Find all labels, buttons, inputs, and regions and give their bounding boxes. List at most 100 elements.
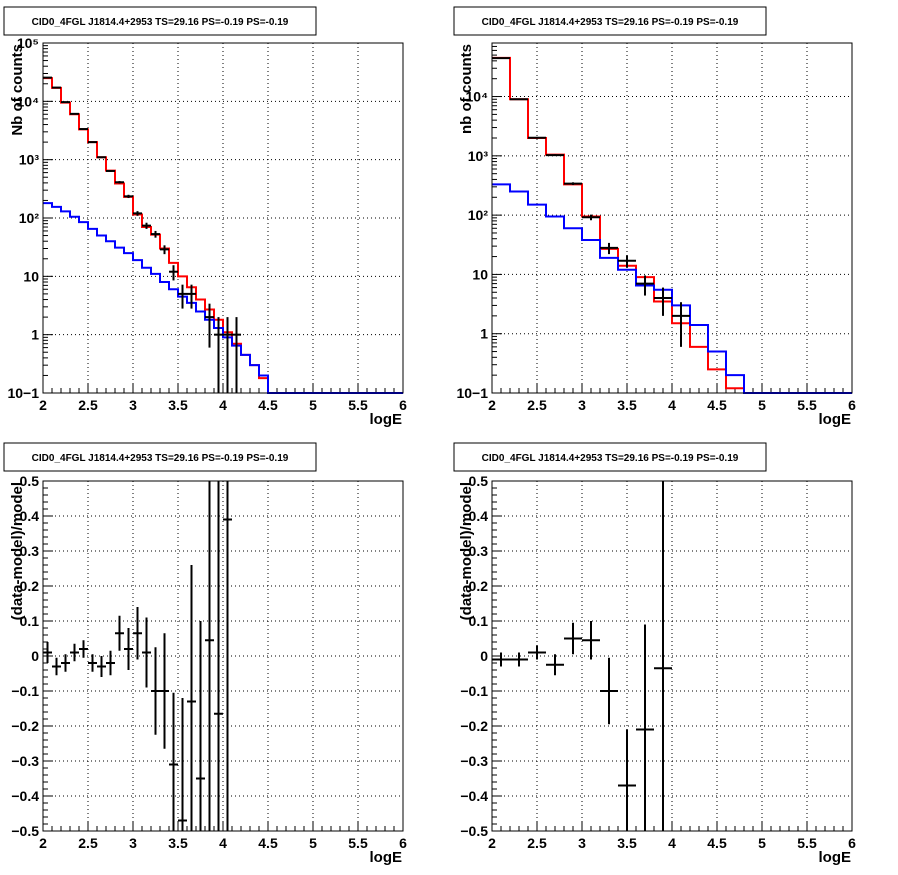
data-point — [88, 654, 97, 672]
x-axis-title: logE — [370, 849, 403, 866]
plot-area: 2 2.5 3 3.5 4 4.5 5 5.5 6 10−1 1 10 10² 10³ 10⁴ — [456, 42, 856, 413]
data-point — [70, 643, 79, 662]
data-point — [187, 284, 196, 309]
y-tick-label: 10−1 — [456, 385, 488, 401]
x-tick-label: 3 — [129, 397, 137, 413]
data-point — [151, 647, 160, 735]
plot-frame — [491, 480, 853, 832]
plot-title: CID0_4FGL J1814.4+2953 TS=29.16 PS=-0.19… — [482, 453, 739, 464]
data-point — [636, 275, 654, 296]
data-point — [79, 640, 88, 658]
x-tick-label: 5.5 — [797, 397, 817, 413]
data-point — [178, 698, 187, 831]
y-tick-label: 10³ — [468, 148, 489, 164]
data-point — [223, 317, 232, 393]
data-point — [214, 481, 223, 831]
data-point — [214, 317, 223, 393]
y-tick-label: 10 — [472, 266, 488, 282]
y-tick-label: 10⁵ — [17, 35, 39, 51]
title-box — [453, 6, 767, 36]
data-point — [232, 317, 241, 393]
x-tick-label: 6 — [848, 835, 856, 851]
y-tick-label: 0.1 — [469, 613, 489, 629]
x-axis-title: logE — [370, 411, 403, 428]
title-box — [3, 442, 317, 472]
data-point — [618, 255, 636, 268]
plot-frame — [42, 42, 404, 394]
y-tick-label: 0.4 — [20, 508, 40, 524]
x-tick-label: 4.5 — [258, 397, 278, 413]
plot-title: CID0_4FGL J1814.4+2953 TS=29.16 PS=-0.19… — [482, 17, 739, 28]
data-point — [187, 565, 196, 831]
y-tick-label: 1 — [31, 327, 39, 343]
data-point — [654, 481, 672, 831]
x-tick-label: 3.5 — [168, 397, 188, 413]
data-point — [88, 141, 97, 144]
y-axis-title: nb of counts — [458, 44, 475, 134]
data-point — [546, 154, 564, 157]
data-point — [546, 654, 564, 676]
y-tick-label: 10⁴ — [466, 89, 489, 105]
data-point — [160, 633, 169, 749]
data-point — [124, 628, 133, 670]
data-point — [510, 652, 528, 667]
y-tick-label: 0.4 — [469, 508, 489, 524]
plot-frame-bg — [492, 43, 852, 393]
y-tick-label: 0.5 — [469, 473, 489, 489]
data-point — [636, 624, 654, 831]
x-tick-label: 2.5 — [78, 835, 98, 851]
y-tick-label: 0 — [480, 648, 488, 664]
plot-area: 2 2.5 3 3.5 4 4.5 5 5.5 6 10−1 1 10 10² 10³ 10⁴ 10⁵ — [7, 35, 407, 413]
data-point — [61, 654, 70, 672]
x-tick-label: 2.5 — [78, 397, 98, 413]
data-point — [106, 650, 115, 676]
data-point — [582, 621, 600, 660]
data-point — [79, 128, 88, 131]
plot-title: CID0_4FGL J1814.4+2953 TS=29.16 PS=-0.19… — [32, 17, 289, 28]
data-point — [223, 481, 232, 831]
y-tick-label: 10³ — [19, 152, 40, 168]
y-tick-label: −0.4 — [460, 788, 488, 804]
data-point — [169, 692, 178, 831]
y-tick-label: −0.5 — [460, 823, 488, 839]
data-point — [178, 284, 187, 309]
data-point — [564, 182, 582, 186]
data-point — [97, 656, 106, 677]
y-tick-label: 10² — [19, 210, 40, 226]
x-tick-label: 3 — [578, 397, 586, 413]
data-point — [142, 617, 151, 688]
y-tick-label: −0.3 — [11, 753, 39, 769]
data-point — [618, 729, 636, 831]
pad-residuals-right: CID0_4FGL J1814.4+2953 TS=29.16 PS=-0.19… — [453, 442, 856, 866]
y-tick-label: −0.1 — [460, 683, 488, 699]
x-tick-label: 4 — [219, 835, 227, 851]
pad-counts-right: CID0_4FGL J1814.4+2953 TS=29.16 PS=-0.19… — [453, 6, 856, 428]
data-point — [205, 481, 214, 831]
data-point — [133, 211, 142, 216]
x-tick-label: 2 — [488, 835, 496, 851]
x-tick-label: 4 — [668, 397, 676, 413]
data-point — [160, 245, 169, 255]
x-tick-label: 3.5 — [617, 835, 637, 851]
data-point — [52, 86, 61, 89]
data-point — [600, 242, 618, 255]
x-tick-label: 5 — [309, 397, 317, 413]
x-tick-label: 2.5 — [527, 397, 547, 413]
x-axis-title: logE — [819, 411, 852, 428]
x-tick-label: 6 — [399, 397, 407, 413]
x-tick-label: 4.5 — [258, 835, 278, 851]
x-tick-label: 5 — [758, 397, 766, 413]
plot-frame — [42, 480, 404, 832]
x-tick-label: 5 — [758, 835, 766, 851]
y-tick-label: 0.2 — [20, 578, 40, 594]
y-tick-label: −0.2 — [11, 718, 39, 734]
y-tick-label: 10 — [23, 268, 39, 284]
x-tick-label: 3.5 — [617, 397, 637, 413]
y-axis-title: Nb of counts — [9, 44, 26, 136]
y-axis-title: (data-model)/model — [458, 482, 475, 620]
x-tick-label: 5.5 — [797, 835, 817, 851]
y-tick-label: −0.2 — [460, 718, 488, 734]
data-point — [61, 101, 70, 104]
x-tick-label: 5 — [309, 835, 317, 851]
